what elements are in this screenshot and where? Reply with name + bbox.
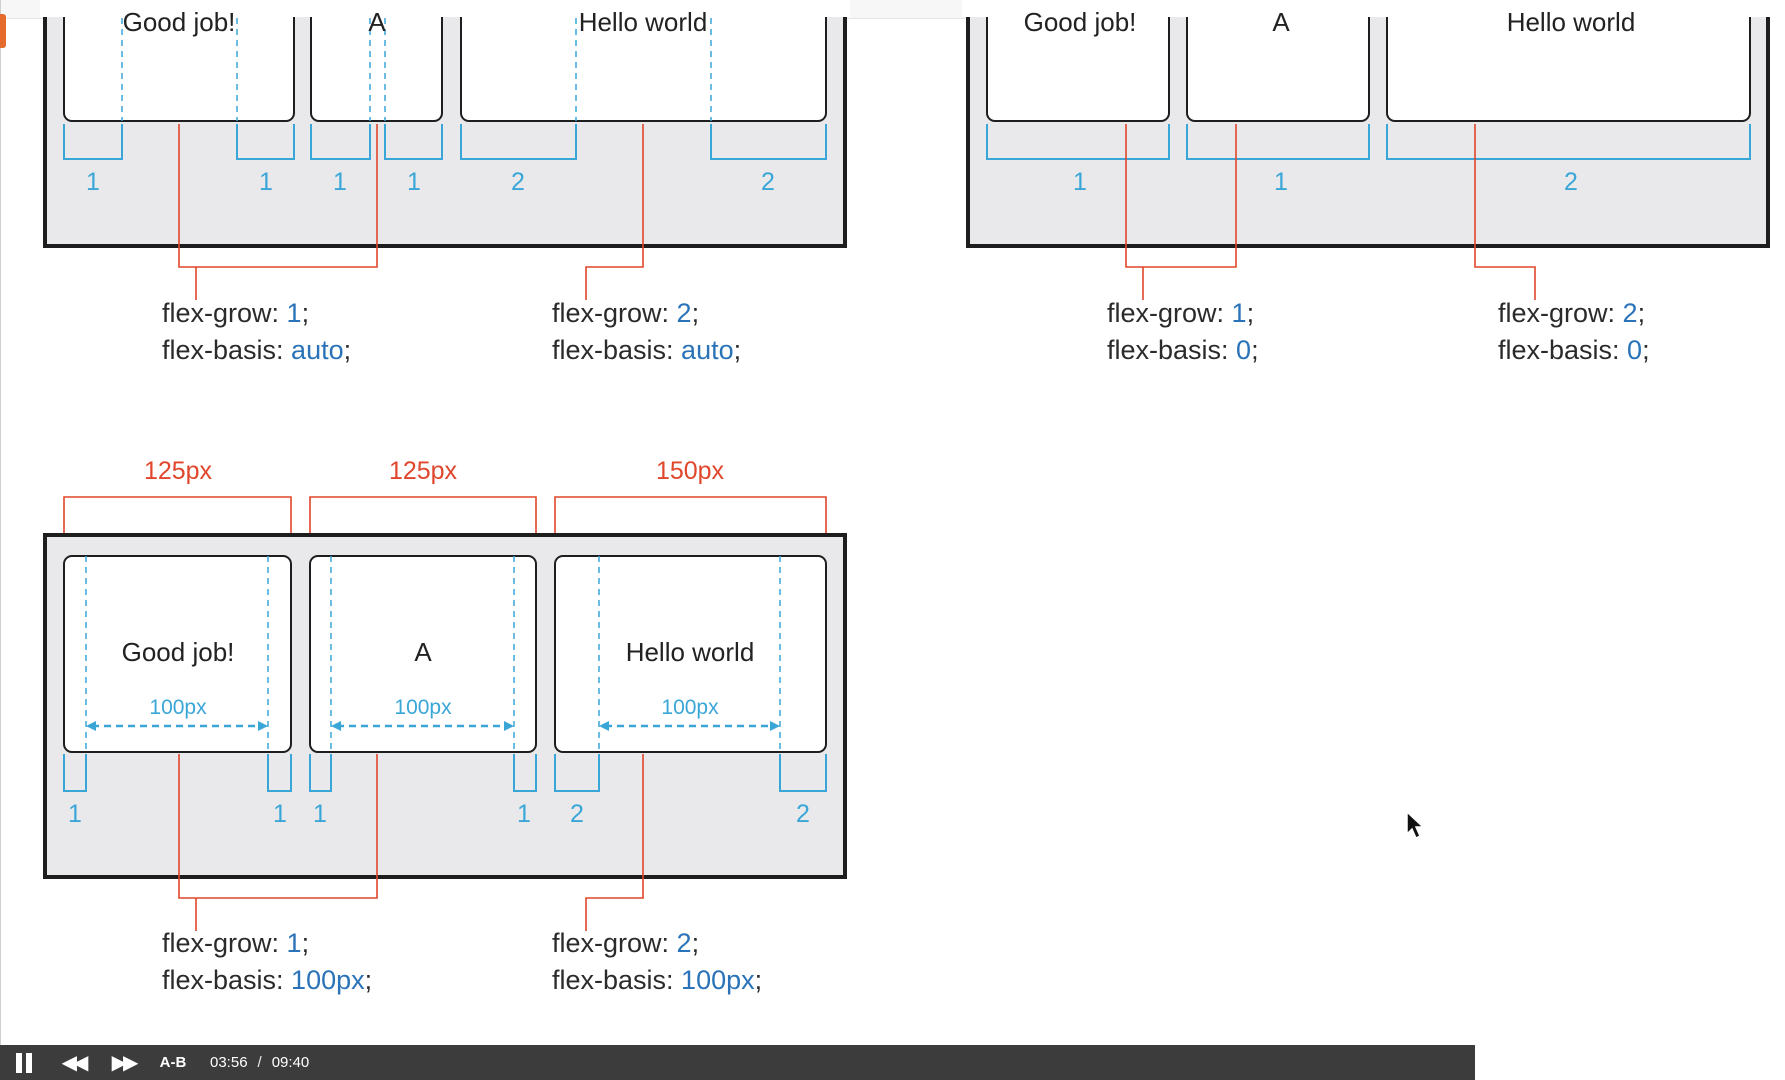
video-player-controls: ◀◀ ▶▶ A-B 03:56 / 09:40 xyxy=(0,1045,1475,1080)
item-text-good-job: Good job! xyxy=(123,7,236,37)
grow-share-number: 2 xyxy=(796,800,810,828)
flex-item-box xyxy=(310,0,443,122)
pause-icon xyxy=(14,1052,34,1073)
fast-forward-button[interactable]: ▶▶ xyxy=(98,1045,148,1080)
fast-forward-icon: ▶▶ xyxy=(111,1052,139,1074)
flex-item-box xyxy=(986,0,1170,122)
grow-share-number: 2 xyxy=(761,168,775,196)
rewind-icon: ◀◀ xyxy=(61,1052,89,1074)
css-note-line: flex-basis: auto; xyxy=(552,335,741,365)
css-note-line: flex-grow: 1; xyxy=(162,298,309,328)
css-note-line: flex-basis: 100px; xyxy=(552,965,762,995)
item-text-a: A xyxy=(414,637,432,667)
left-edge-rule xyxy=(0,0,1,1045)
mouse-cursor-icon xyxy=(1406,810,1425,840)
orange-tab-marker xyxy=(0,14,6,48)
grow-share-number: 1 xyxy=(259,168,273,196)
flex-basis-width-label: 100px xyxy=(149,696,207,719)
css-note-line: flex-grow: 2; xyxy=(1498,298,1645,328)
pause-button[interactable] xyxy=(0,1045,48,1080)
grow-share-number: 1 xyxy=(407,168,421,196)
flex-basis-width-label: 100px xyxy=(394,696,452,719)
grow-share-number: 2 xyxy=(570,800,584,828)
time-separator: / xyxy=(257,1054,262,1071)
item-text-hello-world: Hello world xyxy=(1507,7,1636,37)
grow-share-number: 2 xyxy=(1564,168,1578,196)
diagram-flex-basis-100px: 125px 125px 150px xyxy=(43,457,847,995)
item-text-good-job: Good job! xyxy=(122,637,235,667)
css-note-line: flex-basis: 100px; xyxy=(162,965,372,995)
grow-share-number: 1 xyxy=(86,168,100,196)
item-text-a: A xyxy=(368,7,386,37)
diagram-flex-basis-auto: Good job! A Hello world 1 1 1 1 2 2 flex… xyxy=(40,0,850,365)
grow-share-number: 1 xyxy=(68,800,82,828)
css-note-line: flex-grow: 2; xyxy=(552,298,699,328)
grow-share-number: 1 xyxy=(333,168,347,196)
flex-item-box xyxy=(554,555,827,753)
item-text-hello-world: Hello world xyxy=(579,7,708,37)
grow-share-number: 1 xyxy=(313,800,327,828)
css-note-line: flex-basis: 0; xyxy=(1498,335,1650,365)
item-total-width-label: 125px xyxy=(144,457,213,485)
flex-item-box xyxy=(1386,0,1751,122)
grow-share-number: 1 xyxy=(273,800,287,828)
flex-item-box xyxy=(1186,0,1370,122)
ab-repeat-button[interactable]: A-B xyxy=(159,1054,187,1071)
flex-item-box xyxy=(309,555,537,753)
diagram-flex-basis-zero: Good job! A Hello world 1 1 2 flex-grow:… xyxy=(962,0,1777,365)
current-time: 03:56 xyxy=(210,1054,248,1071)
item-total-width-label: 150px xyxy=(656,457,725,485)
css-note-line: flex-grow: 2; xyxy=(552,928,699,958)
css-note-line: flex-basis: auto; xyxy=(162,335,351,365)
item-text-a: A xyxy=(1272,7,1290,37)
item-total-width-label: 125px xyxy=(389,457,458,485)
playback-time: 03:56 / 09:40 xyxy=(210,1054,309,1071)
css-note-line: flex-grow: 1; xyxy=(162,928,309,958)
grow-share-number: 2 xyxy=(511,168,525,196)
flex-basis-width-label: 100px xyxy=(661,696,719,719)
rewind-button[interactable]: ◀◀ xyxy=(48,1045,98,1080)
item-text-hello-world: Hello world xyxy=(626,637,755,667)
css-note-line: flex-basis: 0; xyxy=(1107,335,1259,365)
flex-item-box xyxy=(63,555,292,753)
grow-share-number: 1 xyxy=(517,800,531,828)
item-text-good-job: Good job! xyxy=(1024,7,1137,37)
total-time: 09:40 xyxy=(271,1054,310,1071)
grow-share-number: 1 xyxy=(1073,168,1087,196)
grow-share-number: 1 xyxy=(1274,168,1288,196)
flex-item-box xyxy=(460,0,827,122)
css-note-line: flex-grow: 1; xyxy=(1107,298,1254,328)
